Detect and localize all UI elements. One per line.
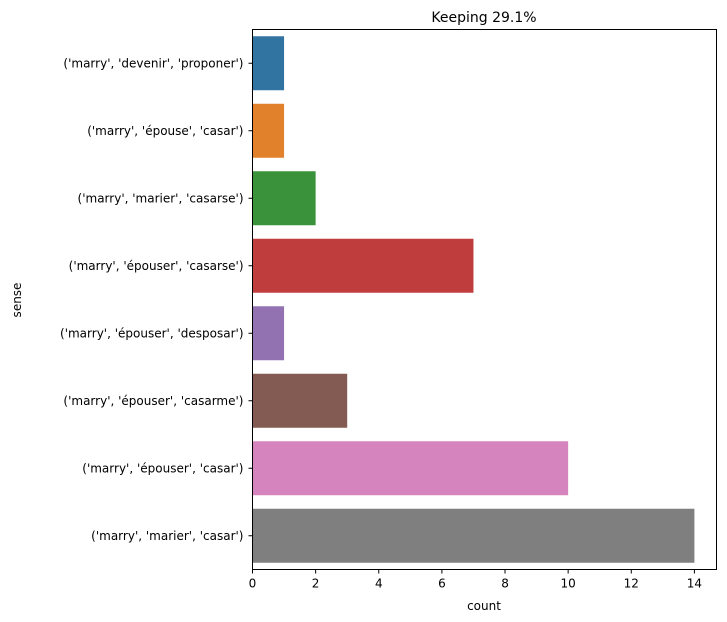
plot-frame [252,29,717,570]
x-tick-label-3: 6 [438,577,446,591]
x-tick-label-0: 0 [249,577,257,591]
x-tick-labels: 0 2 4 6 8 10 12 14 [249,569,702,591]
y-tick-label-7: ('marry', 'marier', 'casar') [91,529,243,543]
y-tick-label-2: ('marry', 'marier', 'casarse') [78,191,244,205]
x-tick-label-4: 8 [501,577,509,591]
chart-title: Keeping 29.1% [431,10,536,26]
bar-3 [252,238,474,293]
bar-7 [252,508,695,563]
y-tick-label-0: ('marry', 'devenir', 'proponer') [63,56,243,70]
bar-0 [252,36,285,91]
y-tick-label-4: ('marry', 'épouser', 'desposar') [60,326,243,340]
bar-2 [252,171,316,226]
y-tick-label-5: ('marry', 'épouser', 'casarme') [63,394,243,408]
bar-1 [252,103,285,158]
bar-6 [252,441,569,496]
x-tick-label-6: 12 [624,577,639,591]
y-tick-label-3: ('marry', 'épouser', 'casarse') [69,259,244,273]
x-tick-label-2: 4 [375,577,383,591]
bar-4 [252,306,285,361]
y-axis-label: sense [10,283,24,318]
x-axis-label: count [467,599,501,613]
y-tick-label-6: ('marry', 'épouser', 'casar') [82,461,243,475]
bars-group [252,36,695,563]
x-tick-label-7: 14 [687,577,702,591]
x-tick-label-1: 2 [312,577,320,591]
y-tick-label-1: ('marry', 'épouse', 'casar') [87,124,243,138]
y-tick-labels: ('marry', 'devenir', 'proponer') ('marry'… [60,56,253,543]
bar-5 [252,373,348,428]
x-tick-label-5: 10 [561,577,576,591]
